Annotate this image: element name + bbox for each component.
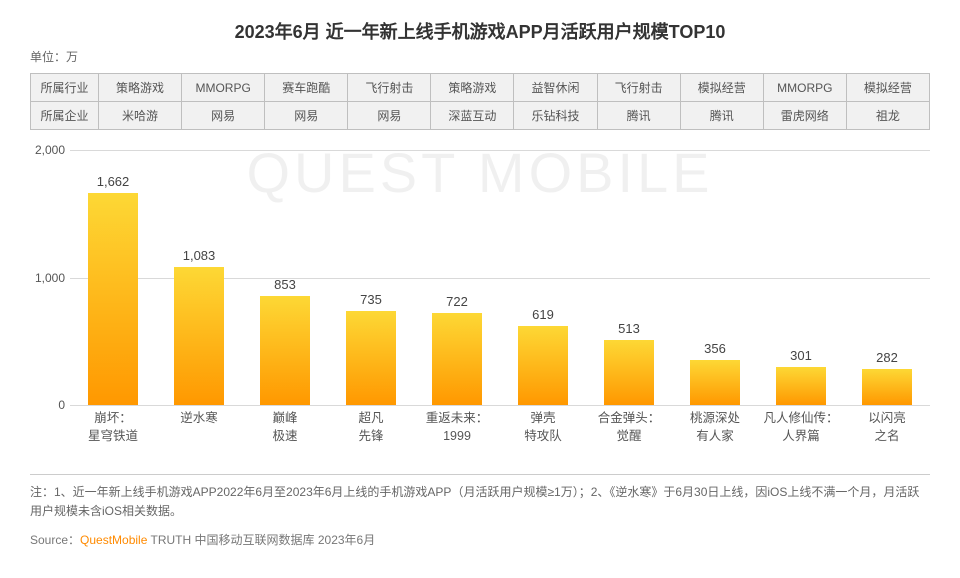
- company-cell: 网易: [182, 102, 265, 130]
- x-label: 桃源深处 有人家: [672, 410, 758, 445]
- industry-cell: 策略游戏: [99, 74, 182, 102]
- row-header-company: 所属企业: [31, 102, 99, 130]
- company-cell: 腾讯: [597, 102, 680, 130]
- bar-value-label: 619: [532, 307, 554, 322]
- bar-value-label: 853: [274, 277, 296, 292]
- x-label: 重返未来： 1999: [414, 410, 500, 445]
- industry-cell: 策略游戏: [431, 74, 514, 102]
- bar: 1,083: [174, 267, 224, 405]
- chart-title: 2023年6月 近一年新上线手机游戏APP月活跃用户规模TOP10: [30, 18, 930, 44]
- source-line: Source：QuestMobile TRUTH 中国移动互联网数据库 2023…: [30, 531, 930, 548]
- bar-value-label: 301: [790, 348, 812, 363]
- source-brand: QuestMobile: [80, 533, 147, 547]
- source-prefix: Source：: [30, 533, 80, 547]
- industry-cell: 赛车跑酷: [265, 74, 348, 102]
- bar-value-label: 722: [446, 294, 468, 309]
- bar-chart: 01,0002,0001,6621,0838537357226195133563…: [70, 140, 930, 470]
- bar: 735: [346, 311, 396, 405]
- industry-cell: 模拟经营: [846, 74, 929, 102]
- x-label: 凡人修仙传： 人界篇: [758, 410, 844, 445]
- industry-cell: 模拟经营: [680, 74, 763, 102]
- industry-cell: 飞行射击: [348, 74, 431, 102]
- footnote: 注：1、近一年新上线手机游戏APP2022年6月至2023年6月上线的手机游戏A…: [30, 474, 930, 521]
- company-cell: 雷虎网络: [763, 102, 846, 130]
- bar-value-label: 1,083: [183, 248, 216, 263]
- bar: 619: [518, 326, 568, 405]
- x-label: 弹壳 特攻队: [500, 410, 586, 445]
- source-suffix: TRUTH 中国移动互联网数据库 2023年6月: [147, 533, 375, 547]
- company-cell: 网易: [348, 102, 431, 130]
- bar-value-label: 282: [876, 350, 898, 365]
- y-tick-label: 1,000: [30, 271, 65, 285]
- company-cell: 米哈游: [99, 102, 182, 130]
- bar: 1,662: [88, 193, 138, 405]
- industry-cell: 飞行射击: [597, 74, 680, 102]
- company-cell: 腾讯: [680, 102, 763, 130]
- y-tick-label: 2,000: [30, 143, 65, 157]
- x-label: 合金弹头： 觉醒: [586, 410, 672, 445]
- company-cell: 祖龙: [846, 102, 929, 130]
- bar: 853: [260, 296, 310, 405]
- industry-cell: MMORPG: [763, 74, 846, 102]
- meta-table: 所属行业 策略游戏 MMORPG 赛车跑酷 飞行射击 策略游戏 益智休闲 飞行射…: [30, 73, 930, 130]
- bar-value-label: 513: [618, 321, 640, 336]
- industry-cell: MMORPG: [182, 74, 265, 102]
- x-label: 超凡 先锋: [328, 410, 414, 445]
- x-label: 以闪亮 之名: [844, 410, 930, 445]
- bar: 356: [690, 360, 740, 405]
- company-cell: 乐钻科技: [514, 102, 597, 130]
- industry-cell: 益智休闲: [514, 74, 597, 102]
- company-cell: 深蓝互动: [431, 102, 514, 130]
- bar: 513: [604, 340, 654, 405]
- x-label: 逆水寒: [156, 410, 242, 445]
- bar-value-label: 356: [704, 341, 726, 356]
- row-header-industry: 所属行业: [31, 74, 99, 102]
- bar-value-label: 735: [360, 292, 382, 307]
- x-label: 巅峰 极速: [242, 410, 328, 445]
- y-tick-label: 0: [30, 398, 65, 412]
- bar-value-label: 1,662: [97, 174, 130, 189]
- x-label: 崩坏： 星穹铁道: [70, 410, 156, 445]
- bar: 722: [432, 313, 482, 405]
- unit-label: 单位：万: [30, 48, 930, 65]
- company-cell: 网易: [265, 102, 348, 130]
- grid-line: [70, 405, 930, 406]
- bar: 301: [776, 367, 826, 405]
- bar: 282: [862, 369, 912, 405]
